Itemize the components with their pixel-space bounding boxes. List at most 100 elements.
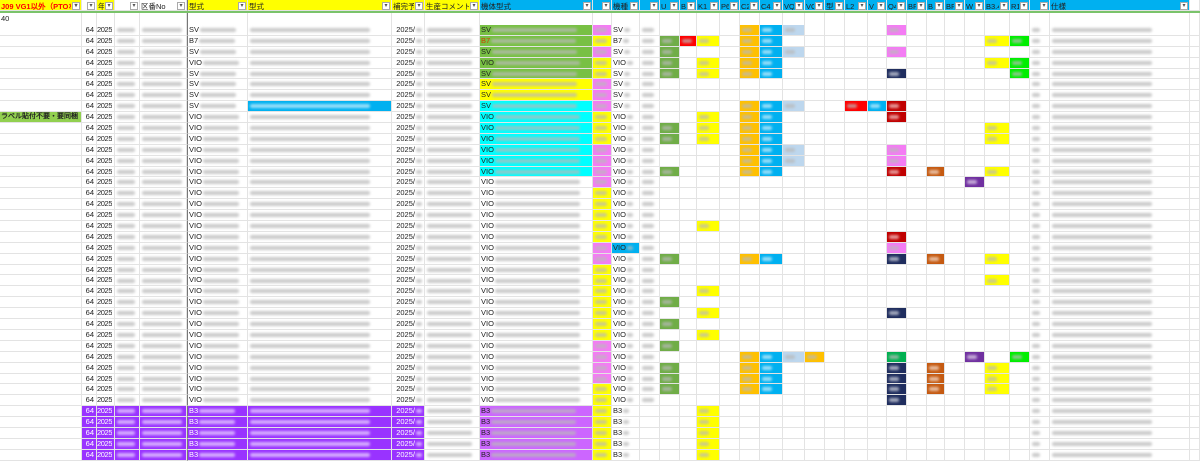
cell[interactable] [0, 384, 82, 396]
option-cell-u[interactable] [660, 253, 680, 265]
cell[interactable] [0, 68, 82, 80]
cell[interactable] [0, 79, 82, 91]
cell[interactable] [425, 188, 480, 200]
cell[interactable]: VIO [187, 242, 248, 254]
cell[interactable] [805, 101, 825, 113]
cell[interactable] [640, 438, 660, 450]
cell[interactable]: VIO [480, 188, 593, 200]
column-header[interactable]: ▾ [1030, 0, 1050, 11]
cell[interactable] [845, 13, 868, 25]
cell[interactable] [945, 231, 965, 243]
cell[interactable] [907, 112, 927, 124]
column-header[interactable]: R1▾ [1010, 0, 1030, 11]
option-cell-c4[interactable] [760, 155, 783, 167]
cell[interactable] [907, 210, 927, 222]
cell[interactable] [115, 25, 140, 36]
cell[interactable] [640, 123, 660, 134]
cell[interactable] [907, 384, 927, 396]
cell[interactable] [1010, 275, 1030, 287]
cell[interactable]: VIO [187, 308, 248, 320]
cell[interactable]: VIO [187, 329, 248, 341]
cell[interactable] [868, 351, 887, 363]
cell[interactable] [425, 362, 480, 374]
cell[interactable]: 2025/ [392, 199, 425, 211]
cell[interactable] [697, 362, 720, 374]
cell[interactable] [965, 275, 985, 287]
cell[interactable] [927, 340, 945, 352]
cell[interactable]: VIO [612, 340, 640, 352]
cell[interactable] [140, 199, 187, 211]
cell[interactable] [845, 373, 868, 385]
cell[interactable] [115, 221, 140, 232]
option-cell-u[interactable] [660, 384, 680, 396]
cell[interactable] [985, 242, 1010, 254]
cell[interactable] [660, 231, 680, 243]
cell[interactable] [868, 90, 887, 102]
cell[interactable] [248, 449, 392, 461]
cell[interactable]: 64 [82, 221, 97, 232]
cell[interactable] [1190, 79, 1200, 91]
cell[interactable] [248, 101, 392, 113]
cell[interactable] [115, 177, 140, 189]
cell[interactable] [1030, 123, 1050, 134]
cell[interactable] [140, 395, 187, 407]
cell[interactable] [805, 112, 825, 124]
cell[interactable] [945, 395, 965, 407]
option-cell-u[interactable] [660, 319, 680, 330]
cell[interactable]: 64 [82, 210, 97, 222]
cell[interactable]: 64 [82, 90, 97, 102]
cell[interactable] [660, 286, 680, 298]
cell[interactable] [0, 417, 82, 428]
cell[interactable] [1190, 264, 1200, 276]
cell[interactable] [593, 406, 612, 418]
cell[interactable] [660, 395, 680, 407]
filter-dropdown-button[interactable]: ▾ [650, 2, 658, 10]
cell[interactable] [392, 13, 425, 25]
cell[interactable] [1030, 68, 1050, 80]
cell[interactable] [1190, 25, 1200, 36]
cell[interactable] [825, 373, 845, 385]
cell[interactable]: SV [480, 101, 593, 113]
cell[interactable]: 2025 [97, 101, 115, 113]
cell[interactable] [640, 25, 660, 36]
cell[interactable] [697, 297, 720, 309]
cell[interactable] [907, 90, 927, 102]
option-cell-q4[interactable] [887, 253, 907, 265]
cell[interactable] [868, 123, 887, 134]
cell[interactable] [783, 210, 805, 222]
cell[interactable]: 2025/ [392, 101, 425, 113]
cell[interactable] [945, 253, 965, 265]
cell[interactable] [945, 188, 965, 200]
cell[interactable] [805, 427, 825, 439]
cell[interactable] [660, 449, 680, 461]
cell[interactable] [907, 133, 927, 145]
cell[interactable] [593, 329, 612, 341]
cell[interactable]: VIO [612, 123, 640, 134]
filter-dropdown-button[interactable]: ▾ [710, 2, 718, 10]
cell[interactable] [612, 13, 640, 25]
cell[interactable] [115, 155, 140, 167]
cell[interactable] [945, 275, 965, 287]
cell[interactable] [140, 188, 187, 200]
cell[interactable]: 64 [82, 297, 97, 309]
cell[interactable] [1190, 46, 1200, 58]
cell[interactable] [1030, 449, 1050, 461]
cell[interactable] [680, 286, 697, 298]
cell[interactable] [805, 417, 825, 428]
cell[interactable] [680, 449, 697, 461]
option-cell-vq[interactable] [783, 144, 805, 156]
cell[interactable] [187, 13, 248, 25]
option-cell-c4[interactable] [760, 373, 783, 385]
cell[interactable] [985, 286, 1010, 298]
cell[interactable]: VIO [480, 199, 593, 211]
cell[interactable] [845, 427, 868, 439]
cell[interactable] [887, 438, 907, 450]
cell[interactable] [985, 340, 1010, 352]
cell[interactable] [640, 275, 660, 287]
cell[interactable] [783, 112, 805, 124]
cell[interactable] [425, 395, 480, 407]
cell[interactable] [845, 319, 868, 330]
cell[interactable] [425, 57, 480, 69]
option-cell-k1[interactable] [697, 133, 720, 145]
cell[interactable] [1050, 231, 1190, 243]
